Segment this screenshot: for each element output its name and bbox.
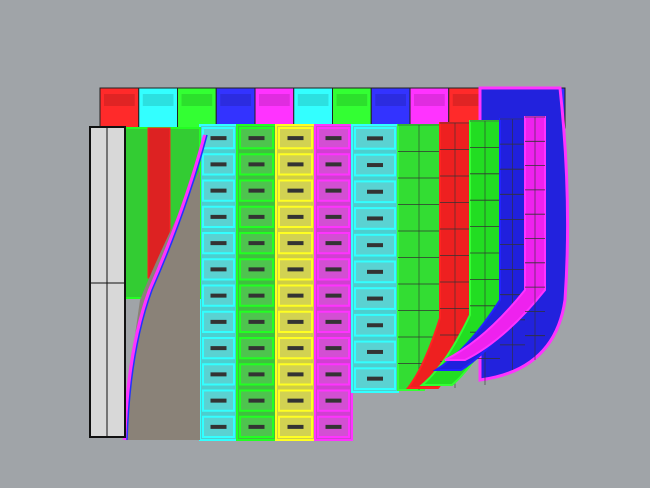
panel-label [248,241,265,246]
panel-label [367,323,383,328]
panel-label [325,372,342,377]
panel-label [367,136,383,141]
panel-label [210,424,227,429]
panel-label [248,319,265,324]
panel-label [287,267,304,272]
back-panel [138,87,178,129]
panel-label [287,424,304,429]
panel-label [367,189,383,194]
panel-label [325,346,342,351]
back-panel-inner [142,94,174,106]
panel-label [325,214,342,219]
panel-label [248,293,265,298]
panel-label [325,241,342,246]
back-panel-inner [104,94,135,106]
panel-label [287,188,304,193]
panel-label [210,136,227,141]
panel-label [367,349,383,354]
panel-label [287,293,304,298]
panel-label [248,214,265,219]
panel-column [444,116,546,361]
panel-label [287,398,304,403]
panel-label [248,267,265,272]
panel-label [287,346,304,351]
back-panel [99,87,140,129]
panel-label [325,136,342,141]
curved-surface [125,170,200,440]
panel-label [367,269,383,274]
back-panel-inner [375,94,406,106]
back-panel-inner [452,94,484,106]
panel-label [325,162,342,167]
panel-label [325,293,342,298]
panel-label [210,319,227,324]
panel-label [325,319,342,324]
panel-label [367,296,383,301]
panel-label [248,136,265,141]
panel-label [210,188,227,193]
back-panel [293,87,333,129]
panel-label [248,372,265,377]
panel-label [287,162,304,167]
back-panel-inner [181,94,213,106]
panel-label [248,424,265,429]
panel-label [287,214,304,219]
panel-label [248,398,265,403]
panel-label [248,162,265,167]
back-panel-inner [414,94,445,106]
panel-label [367,243,383,248]
panel-label [367,216,383,221]
curve-edge [126,134,208,441]
panel-label [367,163,383,168]
panel-label [210,398,227,403]
panel-label [325,398,342,403]
panel-label [210,372,227,377]
panel-label [248,346,265,351]
panel-label [287,241,304,246]
panel-label [325,188,342,193]
back-panel-inner [336,94,368,106]
panel-label [287,136,304,141]
back-panel [370,87,411,129]
back-panel-inner [297,94,329,106]
panel-label [210,162,227,167]
back-panel-inner [220,94,251,106]
panel-label [367,376,383,381]
panel-label [325,424,342,429]
panel-label [210,293,227,298]
back-panel-inner [259,94,290,106]
curve-edge [123,134,207,441]
panel-label [287,319,304,324]
panel-label [287,372,304,377]
panel-label [210,241,227,246]
panel-label [210,346,227,351]
panel-label [248,188,265,193]
panel-label [325,267,342,272]
panel-label [210,214,227,219]
panel-label [210,267,227,272]
